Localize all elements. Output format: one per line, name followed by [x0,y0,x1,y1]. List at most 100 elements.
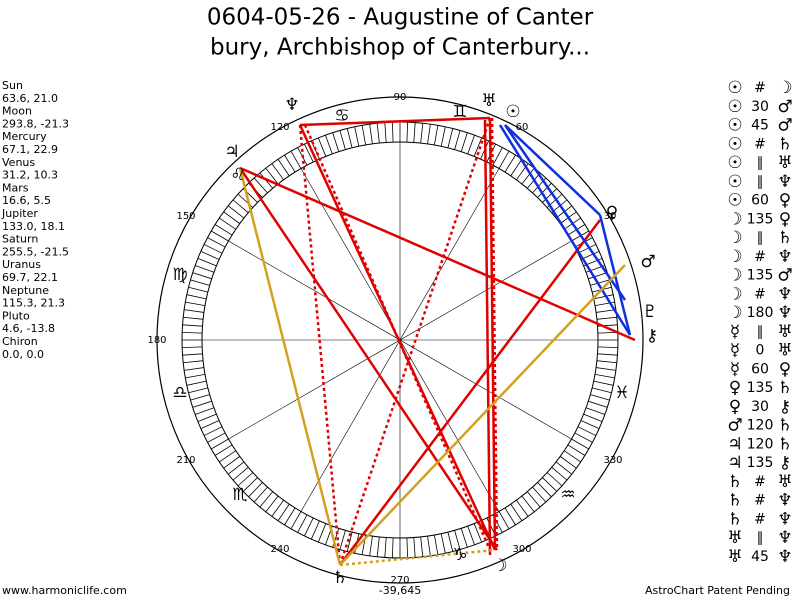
aspect-planet: ♄ [727,491,742,511]
center-value: -39,645 [379,584,421,597]
aspect-planet: ♆ [777,528,792,548]
aspect-planet: ☽ [727,209,742,229]
ring-tick [184,309,204,313]
planet-coords: 255.5, -21.5 [2,245,69,258]
ring-tick [332,132,340,152]
ring-tick [183,360,204,364]
ring-tick [498,511,510,529]
aspect-planet: ♄ [777,378,792,398]
ring-tick [195,407,215,415]
aspect-planet: ☽ [777,78,792,98]
ring-tick [510,503,523,521]
aspect-type: 120 [747,436,774,452]
aspect-planet: ♅ [777,472,792,492]
ring-tick [214,444,233,456]
aspect-planet: ♄ [777,228,792,248]
planet-coords: 67.1, 22.9 [2,143,58,156]
aspect-type: # [754,474,766,490]
ring-tick [521,167,535,185]
degree-label: 180 [147,335,166,346]
planet-glyph: ♇ [642,302,657,322]
ring-tick [369,124,373,144]
ring-tick [580,420,600,430]
aspect-planet: ☽ [727,228,742,248]
aspect-type: 30 [751,399,769,415]
ring-tick [532,486,547,503]
ring-tick [184,367,204,371]
ring-tick [406,537,409,558]
ring-tick [242,477,258,492]
ring-tick [447,532,454,552]
planet-glyph: ♃ [224,142,239,162]
ring-tick [420,536,424,557]
planet-name: Moon [2,105,32,118]
degree-label: 330 [603,455,622,466]
ring-tick [559,456,577,469]
ring-tick [317,523,327,543]
aspect-type: 0 [756,343,765,359]
aspect-planet: ♃ [727,453,742,473]
ring-tick [590,279,610,286]
ring-tick [447,128,454,148]
aspect-planet: ♆ [777,509,792,529]
ring-tick [593,380,614,386]
planet-coords: 16.6, 5.5 [2,194,51,207]
ring-tick [304,517,314,537]
aspect-type: # [754,511,766,527]
ring-tick [555,461,573,475]
aspect-lines [238,116,636,567]
aspect-type: # [754,136,766,152]
ring-tick [346,532,353,552]
ring-tick [339,130,346,150]
ring-tick [271,163,284,181]
ring-tick [200,250,220,260]
degree-label: 300 [512,544,531,555]
sign-glyph: ♒ [560,485,575,505]
aspect-planet: ♅ [777,153,792,173]
ring-tick [325,135,333,155]
aspect-planet: ♃ [727,434,742,454]
aspect-type: ∥ [757,530,764,546]
ring-tick [546,472,563,487]
ring-tick [192,272,212,280]
ring-tick [190,394,210,401]
ring-tick [182,353,203,356]
planet-name: Venus [2,156,35,169]
ring-tick [526,491,541,508]
aspect-planet: ♀ [779,191,791,211]
ring-tick [542,477,558,492]
ring-tick [203,244,223,254]
ring-tick [339,530,346,550]
planet-glyph: ☽ [492,556,507,576]
aspect-planet: ♆ [777,284,792,304]
ring-tick [563,450,581,463]
ring-tick [504,154,516,173]
ring-tick [207,237,226,248]
planet-coords: 0.0, 0.0 [2,348,44,361]
ring-tick [188,387,208,394]
aspect-type: ∥ [757,230,764,246]
ring-tick [186,380,207,386]
ring-tick [521,495,535,513]
planet-glyph: ♅ [481,91,496,111]
ring-tick [219,217,237,230]
aspect-type: ∥ [757,155,764,171]
aspect-planet: ☉ [727,97,742,117]
aspect-type: 180 [747,305,774,321]
ring-tick [310,520,320,540]
ring-tick [185,301,206,307]
aspect-planet: ♄ [727,472,742,492]
ring-tick [391,537,394,558]
planet-name: Chiron [2,335,38,348]
planet-coords: 4.6, -13.8 [2,322,55,335]
ring-tick [211,230,229,242]
ring-tick [580,250,600,260]
ring-tick [188,286,208,293]
ring-tick [596,367,616,371]
ring-tick [537,182,552,198]
aspect-type: 45 [751,118,769,134]
aspect-type: 45 [751,549,769,565]
aspect-planet: ☉ [727,172,742,192]
ring-tick [391,122,394,143]
ring-tick [192,400,212,408]
